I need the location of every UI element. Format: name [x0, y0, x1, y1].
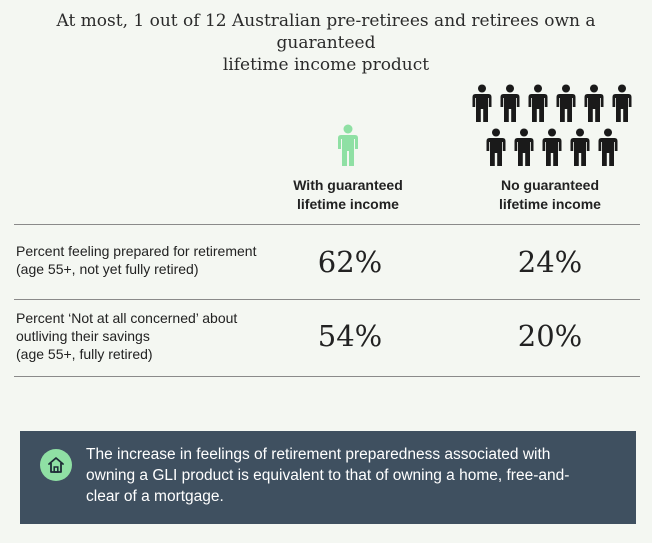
column-header-line: lifetime income [499, 196, 601, 212]
table-divider [14, 376, 640, 377]
home-icon [48, 457, 64, 473]
person-icon [598, 128, 618, 166]
person-icon [542, 128, 562, 166]
callout-line: clear of a mortgage. [86, 488, 224, 505]
callout-line: owning a GLI product is equivalent to th… [86, 467, 570, 484]
person-icon [338, 124, 358, 166]
row-label-prepared: Percent feeling prepared for retirement … [16, 242, 296, 278]
column-header-with-gli: With guaranteed lifetime income [248, 176, 448, 214]
row-label-line: outliving their savings [16, 328, 150, 344]
column-header-line: With guaranteed [293, 177, 403, 193]
callout-text: The increase in feelings of retirement p… [86, 444, 606, 507]
column-header-line: No guaranteed [500, 177, 599, 193]
value-prepared-with-gli: 62% [317, 245, 383, 279]
row-label-line: (age 55+, fully retired) [16, 346, 153, 362]
column-header-no-gli: No guaranteed lifetime income [450, 176, 650, 214]
person-icon [514, 128, 534, 166]
person-icon [500, 84, 520, 122]
person-icon [556, 84, 576, 122]
table-divider [14, 224, 640, 225]
callout-box: The increase in feelings of retirement p… [20, 431, 636, 524]
value-prepared-no-gli: 24% [517, 245, 583, 279]
row-label-line: Percent ‘Not at all concerned’ about [16, 310, 238, 326]
title-line-1: At most, 1 out of 12 Australian pre-reti… [56, 11, 596, 53]
callout-line: The increase in feelings of retirement p… [86, 446, 551, 463]
column-header-line: lifetime income [297, 196, 399, 212]
value-not-concerned-no-gli: 20% [517, 319, 583, 353]
person-icon [486, 128, 506, 166]
title-line-2: lifetime income product [222, 55, 430, 75]
value-not-concerned-with-gli: 54% [317, 319, 383, 353]
table-divider [14, 299, 640, 300]
person-icon [570, 128, 590, 166]
page-title: At most, 1 out of 12 Australian pre-reti… [20, 10, 632, 76]
row-label-line: Percent feeling prepared for retirement [16, 243, 257, 259]
person-icon [472, 84, 492, 122]
row-label-not-concerned: Percent ‘Not at all concerned’ about out… [16, 309, 296, 363]
person-icon [612, 84, 632, 122]
person-icon [528, 84, 548, 122]
person-group-icon [472, 84, 632, 166]
row-label-line: (age 55+, not yet fully retired) [16, 261, 199, 277]
home-icon-badge [40, 449, 72, 481]
person-icon [584, 84, 604, 122]
